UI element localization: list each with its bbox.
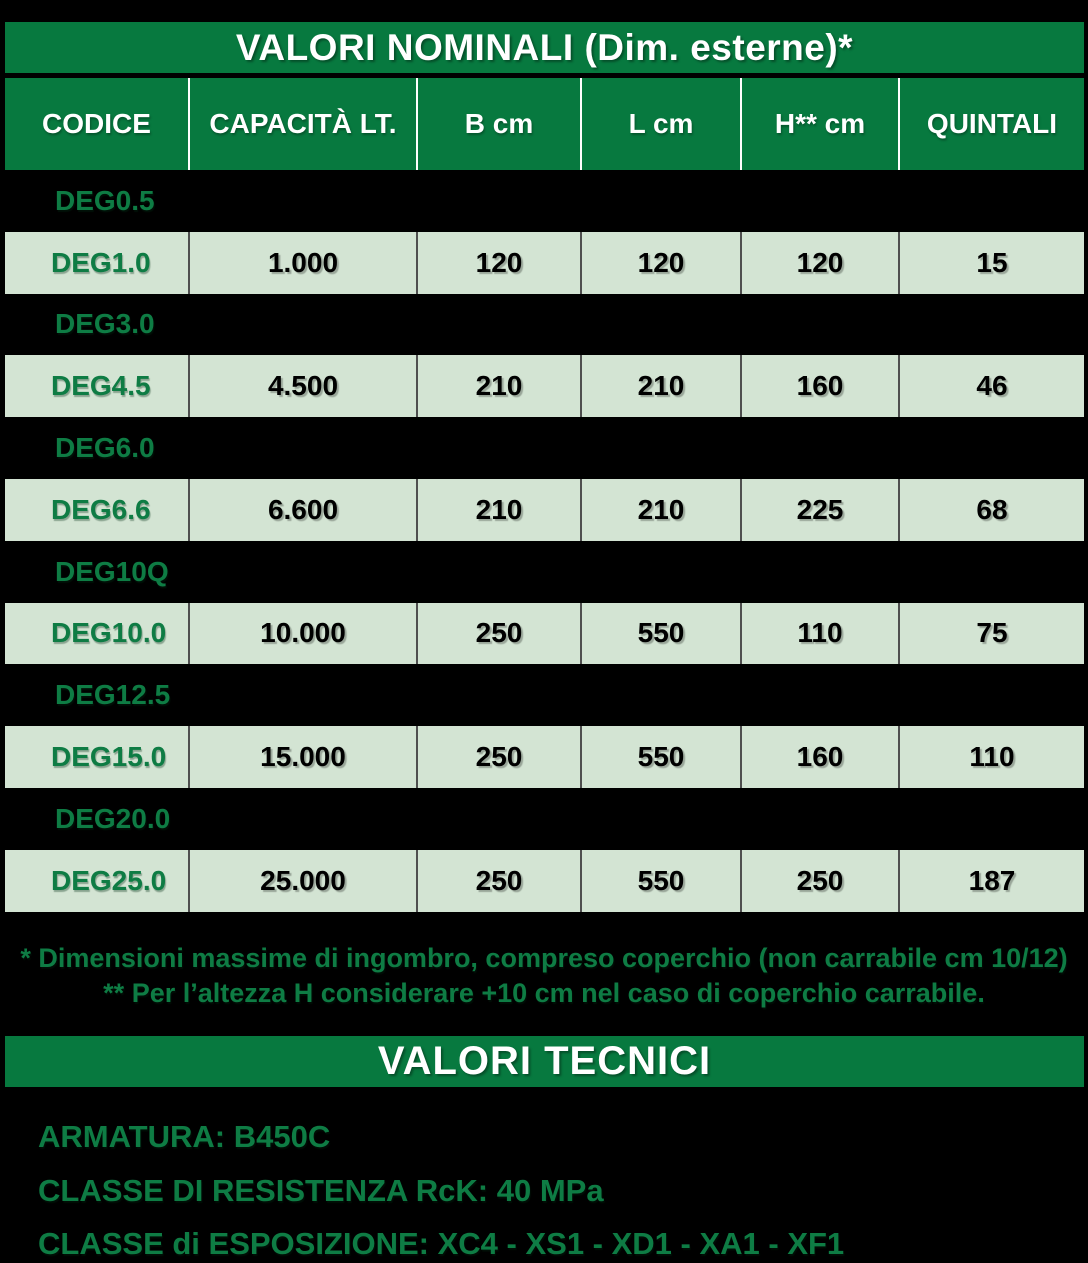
code-cell: DEG0.5: [55, 184, 155, 216]
value-cell: 250: [740, 849, 898, 912]
table-row: DEG3.0: [5, 294, 1084, 356]
value-cell: 6.600: [188, 478, 416, 541]
spec-armatura: ARMATURA: B450C: [38, 1119, 331, 1154]
value-cell: 120: [416, 231, 580, 294]
technical-values-title: VALORI TECNICI: [377, 1039, 712, 1083]
value-cell: 68: [898, 478, 1084, 541]
table-row: DEG1.0 1.000 120 120 120 15: [5, 231, 1084, 294]
footnote-dimensions: * Dimensioni massime di ingombro, compre…: [20, 943, 1068, 973]
value-cell: 1.000: [188, 231, 416, 294]
header-quintali: QUINTALI: [898, 78, 1084, 170]
value-cell: 550: [580, 726, 740, 788]
code-cell: DEG10Q: [55, 555, 169, 587]
value-cell: 160: [740, 355, 898, 418]
header-capacita: CAPACITÀ LT.: [188, 78, 416, 170]
nominal-values-title-bar: VALORI NOMINALI (Dim. esterne)*: [5, 22, 1084, 73]
table-row: DEG6.0: [5, 417, 1084, 479]
value-cell: 4.500: [188, 355, 416, 418]
value-cell: 120: [580, 231, 740, 294]
value-cell: 110: [740, 602, 898, 665]
value-cell: 250: [416, 849, 580, 912]
table-row: DEG10Q: [5, 541, 1084, 603]
code-cell: DEG10.0: [51, 617, 167, 649]
value-cell: 225: [740, 478, 898, 541]
value-cell: 46: [898, 355, 1084, 418]
value-cell: 120: [740, 231, 898, 294]
code-cell: DEG4.5: [51, 370, 151, 402]
value-cell: 210: [416, 355, 580, 418]
code-cell: DEG1.0: [51, 246, 151, 278]
technical-specs: ARMATURA: B450C CLASSE DI RESISTENZA RcK…: [38, 1110, 844, 1263]
value-cell: 550: [580, 602, 740, 665]
value-cell: 250: [416, 602, 580, 665]
table-row: DEG6.6 6.600 210 210 225 68: [5, 478, 1084, 541]
code-cell: DEG12.5: [55, 679, 171, 711]
value-cell: 160: [740, 726, 898, 788]
table-body: DEG0.5 DEG1.0 1.000 120 120 120 15 DEG3.0 DEG4.5…: [5, 170, 1084, 912]
table-row: DEG10.0 10.000 250 550 110 75: [5, 602, 1084, 665]
value-cell: 210: [580, 355, 740, 418]
nominal-values-title: VALORI NOMINALI (Dim. esterne)*: [235, 26, 854, 68]
code-cell: DEG20.0: [55, 802, 171, 834]
header-b-cm: B cm: [416, 78, 580, 170]
table-header-row: CODICE CAPACITÀ LT. B cm L cm H** cm QUI…: [5, 78, 1084, 170]
value-cell: 15.000: [188, 726, 416, 788]
header-h-cm: H** cm: [740, 78, 898, 170]
header-codice: CODICE: [42, 108, 151, 139]
value-cell: 250: [416, 726, 580, 788]
footnote-height: ** Per l’altezza H considerare +10 cm ne…: [103, 978, 985, 1008]
spec-esposizione: CLASSE di ESPOSIZIONE: XC4 - XS1 - XD1 -…: [38, 1226, 845, 1261]
code-cell: DEG6.6: [51, 493, 151, 525]
table-row: DEG0.5: [5, 170, 1084, 232]
value-cell: 10.000: [188, 602, 416, 665]
value-cell: 550: [580, 849, 740, 912]
value-cell: 75: [898, 602, 1084, 665]
value-cell: 187: [898, 849, 1084, 912]
spec-resistenza: CLASSE DI RESISTENZA RcK: 40 MPa: [38, 1172, 604, 1208]
code-cell: DEG6.0: [55, 432, 155, 464]
table-row: DEG12.5: [5, 664, 1084, 726]
code-cell: DEG3.0: [55, 308, 155, 340]
value-cell: 210: [416, 478, 580, 541]
code-cell: DEG15.0: [51, 741, 167, 773]
value-cell: 110: [898, 726, 1084, 788]
table-row: DEG4.5 4.500 210 210 160 46: [5, 355, 1084, 418]
technical-values-title-bar: VALORI TECNICI: [5, 1036, 1084, 1087]
value-cell: 15: [898, 231, 1084, 294]
table-row: DEG25.0 25.000 250 550 250 187: [5, 849, 1084, 912]
value-cell: 25.000: [188, 849, 416, 912]
code-cell: DEG25.0: [51, 864, 167, 896]
header-l-cm: L cm: [580, 78, 740, 170]
footnotes: * Dimensioni massime di ingombro, compre…: [0, 941, 1088, 1011]
value-cell: 210: [580, 478, 740, 541]
table-row: DEG20.0: [5, 788, 1084, 850]
table-row: DEG15.0 15.000 250 550 160 110: [5, 726, 1084, 788]
